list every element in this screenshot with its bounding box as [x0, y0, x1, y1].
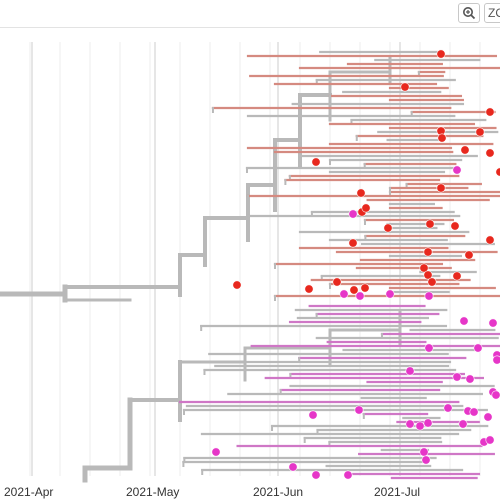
tree-tip [425, 219, 435, 229]
tree-tip [348, 238, 358, 248]
tree-tip [308, 410, 318, 420]
tree-tip [452, 372, 462, 382]
tree-tip [427, 277, 437, 287]
tree-tip [356, 188, 366, 198]
tree-tip [458, 419, 468, 429]
tree-tip [304, 284, 314, 294]
tree-tip [459, 316, 469, 326]
tree-tip [436, 49, 446, 59]
tree-tip [339, 289, 349, 299]
tree-tip [469, 407, 479, 417]
axis-tick-label-jun: 2021-Jun [253, 485, 303, 499]
tree-tip [452, 271, 462, 281]
tree-tip [485, 148, 495, 158]
tree-tip [437, 133, 447, 143]
axis-tick-label-apr: 2021-Apr [4, 485, 53, 499]
tree-tip [423, 418, 433, 428]
tree-tip [473, 343, 483, 353]
tree-tip [436, 183, 446, 193]
tree-tip [421, 455, 431, 465]
tree-tip [348, 209, 358, 219]
tree-tip [460, 145, 470, 155]
time-axis: 2021-Apr 2021-May 2021-Jun 2021-Jul [4, 485, 420, 499]
time-grid [29, 42, 481, 476]
tree-tip [383, 223, 393, 233]
tree-tip [495, 167, 500, 177]
tree-tip [360, 283, 370, 293]
axis-tick-label-may: 2021-May [126, 485, 179, 499]
tree-tip [311, 470, 321, 480]
tree-tip [332, 277, 342, 287]
tree-tip [349, 285, 359, 295]
tree-tip [405, 366, 415, 376]
tree-tip [475, 127, 485, 137]
tree-tip [450, 221, 460, 231]
tree-tip [465, 374, 475, 384]
zoom-in-button[interactable] [458, 3, 480, 23]
tree-tip [211, 447, 221, 457]
tree-tip [424, 343, 434, 353]
tree-tip [485, 107, 495, 117]
tree-tip [288, 462, 298, 472]
tree-tip [492, 355, 500, 365]
zoom-out-label: ZO [488, 6, 500, 20]
tree-tip [491, 390, 500, 400]
tree-tip [423, 247, 433, 257]
tree-tip [405, 419, 415, 429]
tree-tip [464, 250, 474, 260]
zoom-out-button[interactable]: ZO [484, 3, 500, 23]
tree-tip [355, 291, 365, 301]
axis-tick-label-jul: 2021-Jul [374, 485, 420, 499]
tree-tip [354, 405, 364, 415]
toolbar: ZO [0, 0, 500, 28]
zoom-in-icon [463, 7, 476, 20]
tree-tip [343, 470, 353, 480]
tree-tip [452, 165, 462, 175]
tree-tip [483, 412, 493, 422]
tree-tips [211, 49, 500, 480]
tree-tip [423, 270, 433, 280]
tree-tip [424, 291, 434, 301]
tree-tip [311, 157, 321, 167]
tree-tip [485, 435, 495, 445]
tree-branches [0, 50, 500, 483]
tree-tip [415, 421, 425, 431]
tree-tip [400, 82, 410, 92]
tree-tip [419, 263, 429, 273]
tree-tip [361, 203, 371, 213]
tree-tip [488, 318, 498, 328]
tree-tip [485, 235, 495, 245]
tree-tip [232, 280, 242, 290]
tree-tip [419, 447, 429, 457]
tree-tip [443, 403, 453, 413]
tree-tip [385, 289, 395, 299]
